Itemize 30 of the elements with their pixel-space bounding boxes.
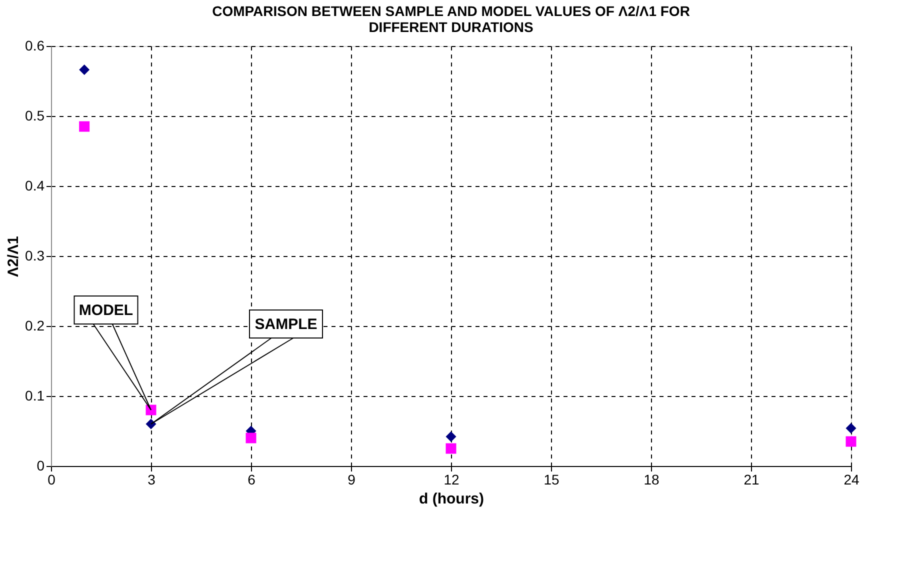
annotation: MODEL: [78, 302, 134, 319]
x-tick-label: 9: [348, 472, 356, 488]
point: [446, 443, 456, 454]
x-tick-label: 15: [544, 472, 560, 488]
text: COMPARISON BETWEEN SAMPLE AND MODEL VALUES OF Λ2/Λ1 FOR: [212, 3, 690, 19]
y-tick-label: 0.5: [25, 108, 45, 124]
annotation: SAMPLE: [254, 316, 318, 333]
point: [79, 121, 90, 132]
x-tick-label: 3: [148, 472, 156, 488]
y-tick-label: 0.2: [25, 318, 45, 334]
point: [846, 422, 856, 434]
y-tick-label: 0.1: [25, 388, 45, 404]
y-tick-label: 0.6: [25, 38, 45, 54]
point: [246, 432, 256, 444]
x-tick-label: 0: [48, 472, 56, 488]
y-tick-label: 0: [36, 458, 45, 474]
text: DIFFERENT DURATIONS: [368, 19, 534, 35]
x-tick-label: 18: [644, 472, 660, 488]
y-tick-label: 0.3: [25, 248, 45, 264]
x-tick-label: 24: [844, 472, 860, 488]
y-axis-title: Λ2/Λ1: [5, 236, 22, 277]
point: [79, 64, 90, 76]
x-tick-label: 6: [248, 472, 256, 488]
point: [146, 418, 156, 430]
point: [446, 431, 456, 442]
x-axis-title: d (hours): [419, 490, 484, 508]
y-tick-label: 0.4: [25, 178, 45, 194]
x-tick-label: 12: [444, 472, 460, 488]
x-tick-label: 21: [744, 472, 760, 488]
point: [846, 436, 856, 447]
